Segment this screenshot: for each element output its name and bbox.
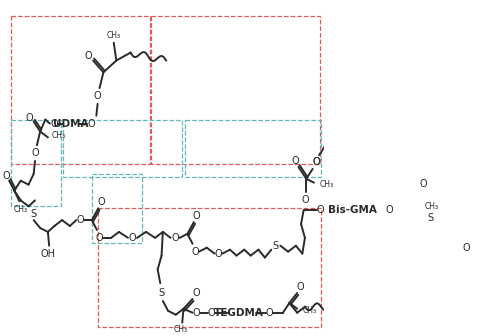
Text: O: O [208,308,215,318]
Bar [98,208,321,327]
Bar [11,120,62,206]
Text: O: O [192,247,199,257]
Text: CH₃: CH₃ [302,306,316,315]
Text: O: O [97,197,104,207]
Bar [151,16,320,164]
Text: TEGDMA: TEGDMA [214,308,264,318]
Text: O: O [312,157,320,167]
Text: O: O [316,205,324,215]
Text: O: O [462,243,470,253]
Text: O: O [192,308,200,318]
Text: O: O [88,119,96,129]
Text: O: O [50,119,58,129]
Text: O: O [301,196,308,205]
Text: O: O [31,148,39,158]
Text: O: O [128,233,136,243]
Text: O: O [172,233,179,243]
Text: O: O [266,308,273,318]
Text: O: O [85,51,92,60]
Text: O: O [312,157,320,167]
Text: O: O [385,205,392,215]
Text: OH: OH [40,249,56,259]
Text: O: O [192,211,200,221]
Text: O: O [26,113,34,123]
Text: CH₃: CH₃ [14,205,28,214]
Text: Bis-GMA: Bis-GMA [328,205,377,215]
Text: S: S [30,209,36,219]
Bar [92,174,142,243]
Text: CH₃: CH₃ [174,325,188,334]
Text: S: S [158,288,164,298]
Text: S: S [428,213,434,223]
Text: CH₃: CH₃ [52,131,66,140]
Text: O: O [94,91,102,101]
Bar [11,16,150,164]
Text: O: O [292,156,299,166]
Text: O: O [214,249,222,259]
Text: CH₃: CH₃ [425,202,439,211]
Text: O: O [2,171,10,181]
Text: O: O [76,215,84,225]
Text: O: O [420,179,427,188]
Text: O: O [296,282,304,292]
Bar [186,120,321,177]
Bar [62,120,182,177]
Text: O: O [96,233,104,243]
Text: UDMA: UDMA [54,119,89,129]
Text: O: O [192,288,200,298]
Text: CH₃: CH₃ [106,31,121,40]
Text: S: S [273,241,279,251]
Text: CH₃: CH₃ [319,180,334,189]
